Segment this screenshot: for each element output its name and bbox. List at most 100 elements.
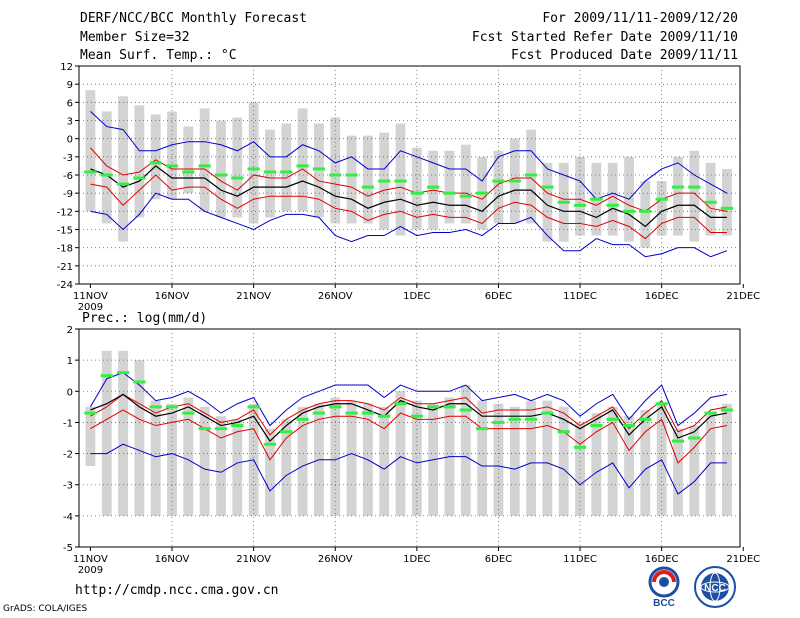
observed-marker — [476, 427, 489, 431]
member-size-label: Member Size=32 — [80, 30, 190, 45]
observed-marker — [492, 179, 505, 183]
observed-marker — [508, 179, 521, 183]
spread-bar — [411, 147, 422, 230]
series-mean — [90, 165, 727, 228]
series-inner-min — [90, 409, 728, 464]
spread-bar — [101, 111, 112, 224]
observed-marker — [231, 176, 244, 180]
observed-marker — [704, 411, 717, 415]
forecast-produced-date: Fcst Produced Date 2009/11/11 — [511, 48, 738, 63]
spread-bar — [85, 406, 96, 467]
observed-marker — [524, 417, 538, 421]
x-tick-label: 26NOV — [318, 291, 353, 302]
observed-marker — [280, 430, 293, 434]
spread-bar — [281, 123, 292, 212]
observed-marker — [182, 170, 195, 174]
observed-marker — [165, 164, 179, 168]
observed-marker — [410, 414, 423, 418]
x-tick-label: 6DEC — [485, 291, 512, 302]
observed-marker — [459, 408, 472, 412]
spread-bar — [591, 413, 602, 516]
panel-title: Prec.: log(mm/d) — [82, 311, 207, 326]
y-tick-label: -2 — [63, 450, 73, 461]
x-year-label: 2009 — [78, 302, 103, 313]
spread-bar — [199, 108, 210, 212]
observed-marker — [508, 417, 521, 421]
forecast-started-date: Fcst Started Refer Date 2009/11/10 — [471, 30, 738, 45]
observed-marker — [492, 420, 505, 424]
x-tick-label: 11DEC — [563, 554, 597, 565]
y-tick-label: -5 — [63, 543, 73, 554]
series-inner-max — [90, 147, 728, 212]
spread-bar — [101, 350, 112, 516]
spread-bar — [216, 416, 226, 516]
observed-marker — [116, 182, 130, 186]
spread-bar — [689, 425, 700, 516]
y-tick-label: -9 — [63, 189, 73, 200]
spread-bar — [673, 428, 683, 516]
svg-text:BCC: BCC — [653, 598, 675, 608]
observed-marker — [100, 374, 113, 378]
x-tick-label: 21NOV — [236, 291, 271, 302]
spread-bar — [216, 120, 226, 218]
spread-bar — [379, 406, 390, 516]
y-tick-label: 3 — [67, 117, 73, 128]
x-tick-label: 1DEC — [403, 554, 430, 565]
series-outer-min — [90, 192, 728, 258]
observed-marker — [345, 173, 358, 177]
source-url[interactable]: http://cmdp.ncc.cma.gov.cn — [75, 583, 279, 598]
spread-bar — [150, 400, 161, 516]
observed-marker — [345, 411, 358, 415]
observed-marker — [541, 411, 554, 415]
observed-marker — [410, 191, 423, 195]
spread-bar — [542, 400, 553, 516]
x-tick-label: 1DEC — [403, 291, 430, 302]
spread-bar — [134, 360, 145, 516]
series-mean — [90, 393, 728, 443]
spread-bar — [395, 391, 406, 516]
observed-marker — [329, 173, 342, 177]
observed-marker — [361, 185, 375, 189]
spread-bar — [542, 162, 553, 242]
plot-frame — [78, 65, 741, 285]
spread-bar — [689, 150, 700, 242]
observed-marker — [280, 170, 293, 174]
observed-marker — [149, 161, 162, 165]
spread-bar — [330, 397, 341, 516]
spread-bar — [297, 406, 308, 516]
y-tick-label: 9 — [67, 80, 73, 91]
spread-bar — [118, 350, 128, 516]
observed-marker — [557, 430, 570, 434]
spread-bar — [265, 129, 275, 218]
forecast-period: For 2009/11/11-2009/12/20 — [542, 11, 738, 26]
x-tick-label: 21NOV — [236, 554, 271, 565]
observed-marker — [688, 185, 701, 189]
x-tick-label: 21DEC — [726, 554, 760, 565]
observed-marker — [688, 436, 701, 440]
spread-bar — [85, 90, 96, 212]
spread-bar — [281, 419, 292, 516]
observed-marker — [720, 206, 734, 210]
spread-bar — [411, 400, 422, 516]
spread-bar — [265, 428, 275, 516]
y-tick-label: 12 — [60, 62, 73, 73]
spread-bar — [705, 162, 716, 236]
observed-marker — [639, 417, 652, 421]
spread-bar — [509, 406, 520, 516]
spread-bar — [624, 416, 634, 516]
y-tick-label: -24 — [57, 280, 73, 291]
spread-bar — [526, 129, 536, 224]
y-tick-label: -18 — [57, 244, 73, 255]
spread-bar — [722, 168, 732, 236]
observed-marker — [296, 164, 309, 168]
observed-marker — [133, 176, 146, 180]
observed-marker — [427, 185, 440, 189]
observed-marker — [573, 203, 587, 207]
observed-marker — [573, 445, 587, 449]
observed-marker — [296, 417, 309, 421]
x-tick-label: 16NOV — [155, 554, 190, 565]
observed-marker — [720, 408, 734, 412]
x-tick-label: 11NOV — [73, 554, 108, 565]
observed-marker — [198, 427, 211, 431]
observed-marker — [378, 179, 391, 183]
